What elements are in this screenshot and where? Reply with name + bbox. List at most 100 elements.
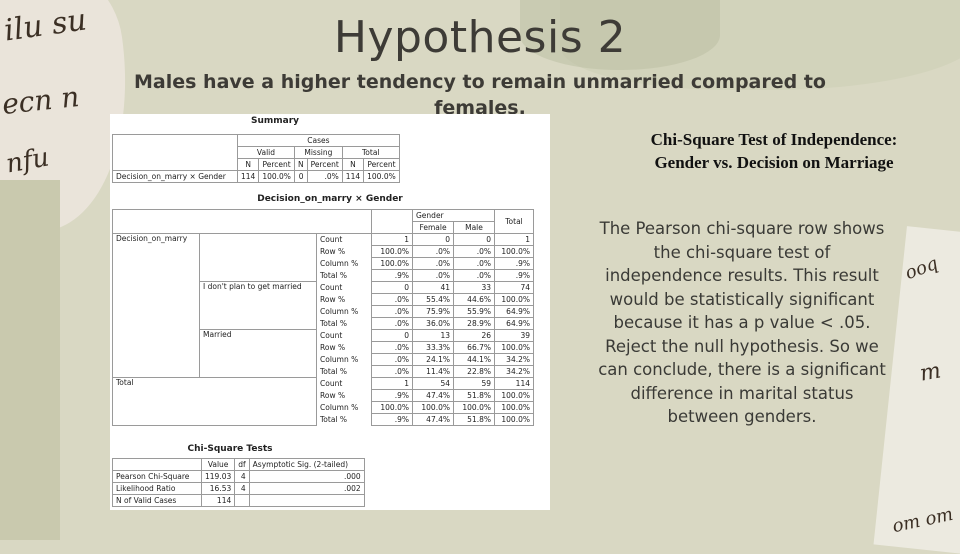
crosstab-cell-female: 54 — [412, 377, 454, 390]
crosstab-cell-c1: 100.0% — [371, 245, 413, 258]
slide-subtitle: Males have a higher tendency to remain u… — [134, 71, 826, 119]
background-shape-left — [0, 180, 60, 540]
chisq-cell-name: Likelihood Ratio — [112, 482, 202, 495]
summary-row-label: Decision_on_marry × Gender — [112, 170, 238, 183]
crosstab-cell-c1: .9% — [371, 269, 413, 282]
crosstab-stat-label: Column % — [316, 353, 372, 366]
crosstab-stat-label: Column % — [316, 305, 372, 318]
crosstab-cell-female: 55.4% — [412, 293, 454, 306]
summary-percent-header: Percent — [306, 158, 343, 171]
crosstab-cell-male: 0 — [453, 233, 495, 246]
crosstab-cell-female: 75.9% — [412, 305, 454, 318]
summary-table: Cases Valid Missing Total N Percent N Pe… — [112, 134, 400, 183]
crosstab-cell-c1: .0% — [371, 293, 413, 306]
crosstab-stat-label: Count — [316, 233, 372, 246]
chisq-cell-df: 4 — [234, 482, 250, 495]
chisq-table: Value df Asymptotic Sig. (2-tailed) Pear… — [112, 458, 365, 507]
chisq-cell-value: 16.53 — [200, 482, 236, 495]
chisq-cell-sig — [248, 494, 365, 507]
chisq-row: N of Valid Cases 114 — [112, 494, 365, 507]
crosstab-total-label: Total — [112, 377, 317, 426]
crosstab-cell-female: 47.4% — [412, 413, 454, 426]
chisq-cell-sig: .002 — [248, 482, 365, 495]
crosstab-cell-female: 100.0% — [412, 401, 454, 414]
summary-total-pct: 100.0% — [363, 170, 400, 183]
crosstab-stat-label: Total % — [316, 317, 372, 330]
crosstab-cell-total: 34.2% — [494, 353, 534, 366]
crosstab-cell-male: 44.6% — [453, 293, 495, 306]
spss-output-panel: Summary Cases Valid Missing Total N Perc… — [110, 114, 550, 510]
summary-percent-header: Percent — [258, 158, 295, 171]
crosstab-corner — [112, 209, 372, 234]
crosstab-stat-label: Total % — [316, 413, 372, 426]
summary-total-n: 114 — [341, 170, 365, 183]
chisq-cell-df: 4 — [234, 470, 250, 483]
background-shape-stain — [520, 0, 720, 70]
summary-n-header: N — [236, 158, 260, 171]
crosstab-cell-total: .9% — [494, 257, 534, 270]
crosstab-stat-label: Total % — [316, 269, 372, 282]
crosstab-variable-label: Decision_on_marry — [112, 233, 200, 378]
crosstab-cell-male: 28.9% — [453, 317, 495, 330]
crosstab-cell-female: 24.1% — [412, 353, 454, 366]
crosstab-group-label: Married — [199, 329, 317, 378]
crosstab-cell-c1: 1 — [371, 377, 413, 390]
crosstab-row: Total Count 1 54 59 114 — [112, 377, 534, 426]
chisq-value-header: Value — [200, 458, 236, 471]
summary-cases-header: Cases — [237, 134, 400, 147]
crosstab-cell-c1: 100.0% — [371, 401, 413, 414]
crosstab-stat-label: Column % — [316, 401, 372, 414]
chi-square-heading: Chi-Square Test of Independence: Gender … — [614, 128, 934, 174]
summary-total-header: Total — [341, 146, 400, 159]
crosstab-row: Column % 100.0% 100.0% 100.0% 100.0% — [113, 401, 534, 414]
crosstab-cell-total: 39 — [494, 329, 534, 342]
chisq-row: Likelihood Ratio 16.53 4.002 — [112, 482, 365, 495]
crosstab-cell-c1: 0 — [371, 329, 413, 342]
crosstab-cell-total: 1 — [494, 233, 534, 246]
crosstab-cell-total: 100.0% — [494, 245, 534, 258]
crosstab-stat-label: Total % — [316, 365, 372, 378]
crosstab-cell-male: 51.8% — [453, 413, 495, 426]
explanation-text: The Pearson chi-square row shows the chi… — [598, 219, 886, 426]
summary-missing-n: 0 — [293, 170, 308, 183]
crosstab-female-header: Female — [412, 221, 454, 234]
summary-title: Summary — [250, 116, 300, 126]
chisq-cell-value: 114 — [200, 494, 236, 507]
chisq-cell-value: 119.03 — [200, 470, 236, 483]
crosstab-stat-label: Row % — [316, 389, 372, 402]
crosstab-cell-female: 36.0% — [412, 317, 454, 330]
crosstab-cell-c1: 1 — [371, 233, 413, 246]
crosstab-row: I don't plan to get married Count 0 41 33 74 — [113, 281, 534, 330]
summary-valid-n: 114 — [236, 170, 260, 183]
summary-valid-pct: 100.0% — [258, 170, 295, 183]
summary-percent-header: Percent — [363, 158, 400, 171]
crosstab-cell-male: 33 — [453, 281, 495, 294]
crosstab-cell-female: 11.4% — [412, 365, 454, 378]
crosstab-cell-c1: .0% — [371, 317, 413, 330]
crosstab-cell-female: 47.4% — [412, 389, 454, 402]
crosstab-cell-female: 33.3% — [412, 341, 454, 354]
crosstab-row: Column % .0% 75.9% 55.9% 64.9% — [113, 305, 534, 318]
chi-square-heading-line2: Gender vs. Decision on Marriage — [654, 153, 894, 172]
crosstab-cell-total: 100.0% — [494, 341, 534, 354]
crosstab-cell-male: 44.1% — [453, 353, 495, 366]
crosstab-cell-total: 100.0% — [494, 389, 534, 402]
chisq-cell-sig: .000 — [248, 470, 365, 483]
crosstab-row: Row % .0% 55.4% 44.6% 100.0% — [113, 293, 534, 306]
crosstab-table: Gender Total Female Male Decision_on_mar… — [112, 209, 534, 426]
crosstab-row: Decision_on_marry Count 1 0 0 1 — [112, 233, 534, 378]
crosstab-stat-label: Row % — [316, 341, 372, 354]
crosstab-cell-total: 74 — [494, 281, 534, 294]
crosstab-stat-label: Count — [316, 281, 372, 294]
crosstab-total-header: Total — [494, 209, 534, 234]
chisq-df-header: df — [234, 458, 250, 471]
crosstab-cell-female: .0% — [412, 245, 454, 258]
summary-missing-pct: .0% — [306, 170, 343, 183]
crosstab-cell-female: 13 — [412, 329, 454, 342]
crosstab-cell-c1: 0 — [371, 281, 413, 294]
crosstab-cell-male: 100.0% — [453, 401, 495, 414]
crosstab-cell-male: .0% — [453, 257, 495, 270]
summary-missing-header: Missing — [293, 146, 343, 159]
slide-title: Hypothesis 2 — [333, 12, 627, 63]
crosstab-cell-total: .9% — [494, 269, 534, 282]
